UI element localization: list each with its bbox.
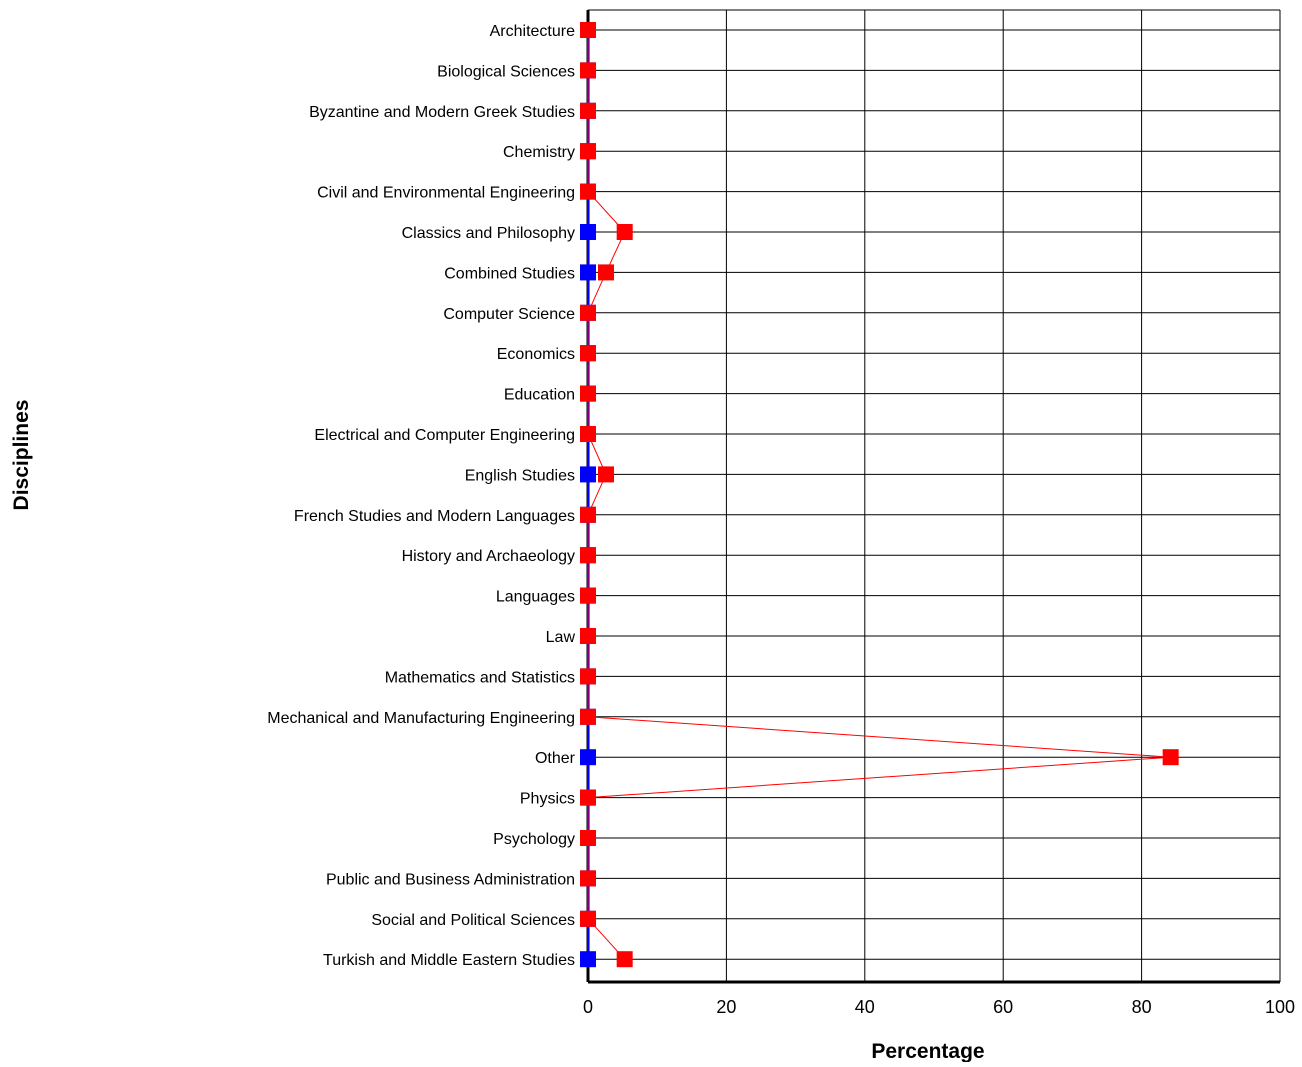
series-2-point bbox=[580, 789, 596, 806]
category-label: Civil and Environmental Engineering bbox=[317, 185, 575, 202]
category-label: French Studies and Modern Languages bbox=[294, 508, 575, 525]
x-tick-label: 40 bbox=[855, 997, 875, 1017]
series-2-point bbox=[580, 910, 596, 927]
series-2-point bbox=[580, 708, 596, 725]
category-label: Economics bbox=[497, 346, 575, 363]
category-label: Physics bbox=[520, 791, 575, 808]
series-2-point bbox=[580, 304, 596, 321]
category-label: Architecture bbox=[490, 23, 575, 40]
category-label: History and Archaeology bbox=[402, 548, 575, 565]
x-tick-label: 20 bbox=[716, 997, 736, 1017]
series-1-point bbox=[580, 466, 596, 483]
category-label: Law bbox=[546, 629, 576, 646]
category-label: Social and Political Sciences bbox=[371, 912, 575, 929]
series-2-point bbox=[580, 587, 596, 604]
x-axis-title: Percentage bbox=[871, 1040, 984, 1062]
category-label: Computer Science bbox=[443, 306, 575, 323]
series-2-point bbox=[616, 224, 633, 240]
series-2-point bbox=[597, 466, 614, 483]
x-tick-label: 80 bbox=[1132, 997, 1152, 1017]
category-label: Turkish and Middle Eastern Studies bbox=[323, 952, 575, 969]
series-2-point bbox=[580, 62, 596, 79]
category-label: Public and Business Administration bbox=[326, 871, 575, 888]
category-label: Other bbox=[535, 750, 576, 767]
series-1-point bbox=[580, 951, 596, 968]
plot-frame bbox=[586, 9, 1281, 984]
series-2-point bbox=[580, 628, 596, 644]
category-label: Languages bbox=[496, 589, 575, 606]
x-tick-label: 100 bbox=[1265, 997, 1295, 1017]
category-label: Combined Studies bbox=[444, 265, 575, 282]
series-2-point bbox=[580, 102, 596, 119]
series-1-point bbox=[580, 264, 596, 281]
category-label: Chemistry bbox=[503, 144, 575, 161]
x-tick-labels: 0 20 40 60 80 100 bbox=[583, 997, 1295, 1017]
series-2-point bbox=[580, 668, 596, 685]
series-2-point bbox=[580, 426, 596, 442]
category-label: Electrical and Computer Engineering bbox=[314, 427, 575, 444]
series-2-point bbox=[580, 345, 596, 362]
series-2-point bbox=[580, 870, 596, 887]
x-tick-label: 60 bbox=[993, 997, 1013, 1017]
category-label: Mathematics and Statistics bbox=[385, 669, 575, 686]
series-2-point bbox=[580, 183, 596, 200]
series-group bbox=[580, 22, 1179, 968]
category-label: Mechanical and Manufacturing Engineering bbox=[267, 710, 575, 727]
y-axis-title: Disciplines bbox=[10, 400, 33, 511]
series-2-point bbox=[580, 22, 596, 38]
series-2-point bbox=[580, 143, 596, 160]
category-label: Biological Sciences bbox=[437, 63, 575, 80]
category-label: Classics and Philosophy bbox=[402, 225, 575, 242]
category-label: Education bbox=[504, 387, 575, 404]
series-1-point bbox=[580, 224, 596, 240]
series-2-point bbox=[580, 547, 596, 564]
category-labels: Architecture Biological Sciences Byzantine… bbox=[267, 23, 575, 969]
series-2-point bbox=[580, 506, 596, 523]
category-label: English Studies bbox=[465, 467, 575, 484]
category-label: Byzantine and Modern Greek Studies bbox=[309, 104, 575, 121]
series-1-point bbox=[580, 749, 596, 766]
x-tick-label: 0 bbox=[583, 997, 593, 1017]
series-2-point bbox=[580, 830, 596, 846]
category-label: Psychology bbox=[493, 831, 575, 848]
series-2-point bbox=[580, 385, 596, 402]
series-2-point bbox=[616, 951, 633, 968]
grid bbox=[580, 10, 1281, 982]
series-2-line bbox=[587, 30, 1171, 960]
series-2-point bbox=[1162, 749, 1179, 766]
series-2-point bbox=[597, 264, 614, 281]
